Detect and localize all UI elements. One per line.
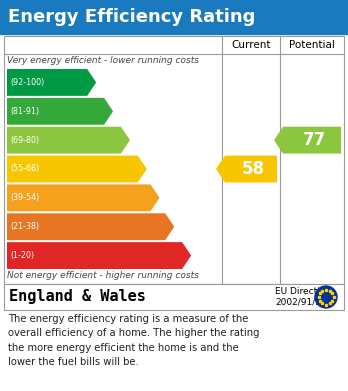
Polygon shape	[7, 213, 174, 240]
Text: Very energy efficient - lower running costs: Very energy efficient - lower running co…	[7, 56, 199, 65]
Text: 58: 58	[242, 160, 264, 178]
Text: 77: 77	[302, 131, 326, 149]
Text: D: D	[148, 160, 161, 178]
Text: C: C	[131, 131, 143, 149]
Polygon shape	[7, 69, 96, 96]
Text: England & Wales: England & Wales	[9, 289, 146, 305]
Bar	[4, 284, 344, 310]
Text: Potential: Potential	[289, 40, 335, 50]
Text: (81-91): (81-91)	[10, 107, 39, 116]
Polygon shape	[7, 242, 191, 269]
Text: EU Directive
2002/91/EC: EU Directive 2002/91/EC	[275, 287, 331, 307]
Text: (21-38): (21-38)	[10, 222, 39, 231]
Polygon shape	[7, 98, 113, 125]
Polygon shape	[7, 156, 147, 183]
Text: (39-54): (39-54)	[10, 194, 39, 203]
Text: (55-68): (55-68)	[10, 165, 39, 174]
Text: The energy efficiency rating is a measure of the
overall efficiency of a home. T: The energy efficiency rating is a measur…	[8, 314, 260, 367]
Text: (69-80): (69-80)	[10, 136, 39, 145]
Text: F: F	[175, 218, 187, 236]
Polygon shape	[7, 185, 159, 211]
Text: E: E	[160, 189, 172, 207]
Text: G: G	[192, 247, 206, 265]
Text: Current: Current	[231, 40, 271, 50]
Bar	[0, 0, 348, 34]
Text: A: A	[97, 74, 110, 91]
Polygon shape	[216, 156, 277, 183]
Circle shape	[315, 286, 337, 308]
Text: B: B	[114, 102, 127, 120]
Bar	[4, 36, 344, 284]
Text: (92-100): (92-100)	[10, 78, 44, 87]
Text: (1-20): (1-20)	[10, 251, 34, 260]
Polygon shape	[274, 127, 341, 154]
Text: Not energy efficient - higher running costs: Not energy efficient - higher running co…	[7, 271, 199, 280]
Text: Energy Efficiency Rating: Energy Efficiency Rating	[8, 8, 255, 26]
Polygon shape	[7, 127, 130, 154]
